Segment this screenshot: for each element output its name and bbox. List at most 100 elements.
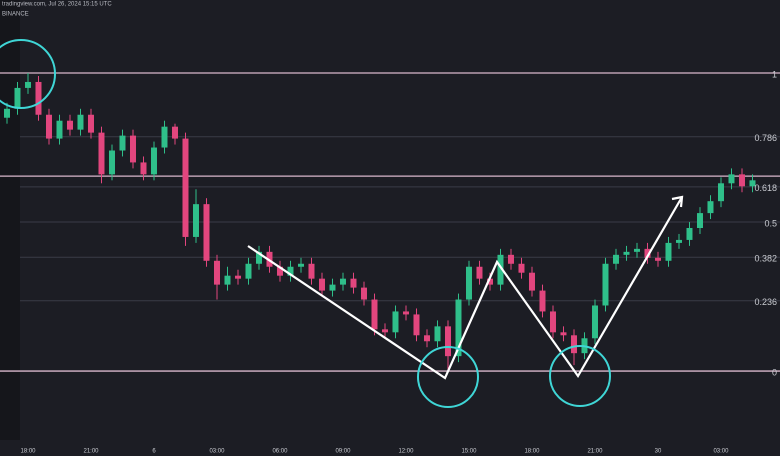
candle-body — [308, 263, 315, 279]
x-tick-label: 6 — [152, 449, 156, 455]
candle-body — [591, 305, 598, 339]
exchange: BINANCE — [2, 12, 29, 18]
candle-body — [255, 251, 262, 264]
candle-body — [717, 183, 724, 202]
candle-body — [98, 132, 105, 175]
candle-body — [602, 263, 609, 306]
candle-body — [549, 311, 556, 333]
candle-body — [182, 138, 189, 237]
y-tick-label: 0 — [772, 367, 777, 377]
candle-body — [518, 263, 525, 273]
candle-body — [560, 332, 567, 336]
arrow-head — [671, 195, 684, 208]
candle-body — [329, 284, 336, 291]
x-tick-label: 18:00 — [20, 449, 36, 455]
candle-body — [486, 278, 493, 285]
candle-body — [423, 335, 430, 342]
x-tick-label: 30 — [655, 449, 662, 455]
candle-body — [507, 254, 514, 264]
candle-body — [171, 126, 178, 139]
candle-body — [140, 162, 147, 175]
y-tick-label: 0.5 — [764, 218, 777, 228]
candle-body — [665, 242, 672, 261]
candle-body — [203, 204, 210, 261]
candle-body — [644, 248, 651, 258]
candle-body — [654, 257, 661, 261]
candle-body — [287, 266, 294, 276]
y-tick-label: 0.786 — [754, 133, 777, 143]
candle-body — [35, 81, 42, 115]
candle-body — [455, 299, 462, 357]
candle-body — [297, 263, 304, 267]
candle-body — [539, 290, 546, 312]
y-tick-label: 0.236 — [754, 297, 777, 307]
candle-body — [318, 278, 325, 291]
x-tick-label: 03:00 — [209, 449, 225, 455]
x-tick-label: 09:00 — [335, 449, 351, 455]
x-tick-label: 21:00 — [587, 449, 603, 455]
candle-body — [381, 329, 388, 333]
candle-body — [570, 335, 577, 354]
candle-body — [623, 251, 630, 255]
x-tick-label: 18:00 — [524, 449, 540, 455]
candle-body — [686, 228, 693, 240]
candle-body — [245, 263, 252, 279]
candle-body — [413, 314, 420, 336]
candle-body — [161, 126, 168, 148]
candle-body — [465, 266, 472, 300]
x-tick-label: 12:00 — [398, 449, 414, 455]
candle-body — [350, 278, 357, 288]
x-tick-label: 03:00 — [713, 449, 729, 455]
candle-body — [738, 174, 745, 187]
candle-body — [360, 287, 367, 300]
candle-body — [434, 326, 441, 342]
x-tick-label: 21:00 — [83, 449, 99, 455]
candle-body — [150, 147, 157, 175]
candle-body — [476, 266, 483, 279]
highlight-circle — [549, 345, 611, 407]
candle-body — [276, 266, 283, 276]
candle-body — [129, 135, 136, 163]
candle-body — [633, 248, 640, 252]
candle-body — [728, 174, 735, 184]
highlight-circle — [0, 39, 56, 109]
candle-body — [24, 81, 31, 88]
source: tradingview.com, Jul 26, 2024 15:15 UTC — [2, 2, 112, 8]
session-shade — [0, 0, 20, 440]
candle-body — [56, 120, 63, 139]
y-tick-label: 0.382 — [754, 254, 777, 264]
candle-body — [45, 114, 52, 139]
candle-body — [444, 326, 451, 357]
highlight-circle — [417, 346, 479, 408]
candle-body — [108, 150, 115, 175]
candle-body — [234, 275, 241, 279]
candle-body — [749, 180, 756, 187]
candle-body — [402, 311, 409, 315]
x-tick-label: 15:00 — [461, 449, 477, 455]
annotations — [0, 39, 684, 408]
candle-body — [612, 254, 619, 264]
candle-body — [696, 213, 703, 228]
candle-body — [66, 120, 73, 130]
candle-body — [119, 135, 126, 151]
candle-body — [707, 201, 714, 214]
candle-body — [77, 114, 84, 130]
candle-body — [14, 87, 21, 109]
candle-body — [497, 254, 504, 285]
candle-body — [339, 278, 346, 285]
candle-body — [192, 204, 199, 237]
y-tick-label: 0.618 — [754, 183, 777, 193]
candle-body — [87, 114, 94, 133]
candle-body — [3, 108, 10, 118]
grid — [0, 72, 780, 372]
candle-body — [392, 311, 399, 333]
zigzag-arrow — [247, 196, 683, 380]
y-tick-label: 1 — [772, 69, 777, 79]
labels: 0 0.236 0.382 0.5 0.618 0.786 1 18:00 21:00 6 03:0… — [20, 69, 777, 454]
candle-body — [213, 260, 220, 285]
candle-body — [224, 275, 231, 285]
x-tick-label: 06:00 — [272, 449, 288, 455]
